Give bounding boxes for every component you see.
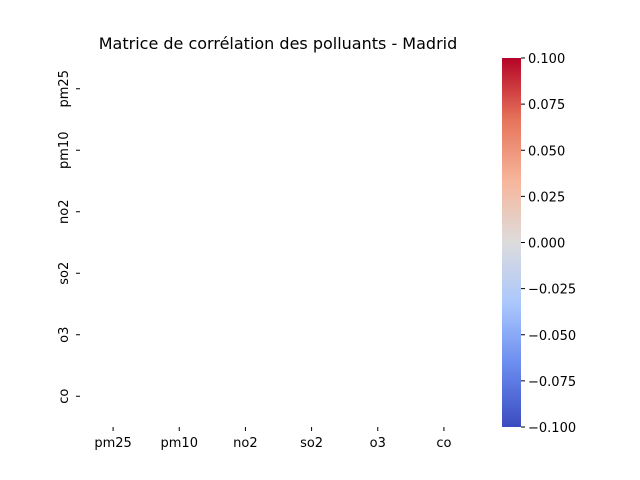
- heatmap-cell: [345, 304, 411, 366]
- heatmap-cell: [80, 243, 146, 305]
- x-tick-label: pm10: [161, 436, 198, 451]
- colorbar-tick-label: −0.050: [528, 329, 576, 344]
- heatmap-cell: [146, 243, 212, 305]
- heatmap-cell: [411, 58, 477, 120]
- colorbar-tick-label: −0.100: [528, 421, 576, 436]
- heatmap-cell: [212, 243, 278, 305]
- heatmap-cell: [146, 366, 212, 428]
- heatmap-cell: [279, 120, 345, 182]
- heatmap-cell: [80, 366, 146, 428]
- heatmap-cell: [345, 181, 411, 243]
- heatmap-cell: [80, 181, 146, 243]
- heatmap-cell: [146, 120, 212, 182]
- y-axis: pm25 pm10 no2 so2 o3 co: [57, 70, 80, 404]
- x-tick-label: pm25: [94, 436, 131, 451]
- y-tick-label: co: [57, 389, 72, 404]
- heatmap-cell: [411, 181, 477, 243]
- x-axis: pm25 pm10 no2 so2 o3 co: [94, 427, 452, 451]
- heatmap-cell: [80, 304, 146, 366]
- heatmap-cell: [80, 120, 146, 182]
- heatmap-cell: [80, 58, 146, 120]
- heatmap-cell: [212, 120, 278, 182]
- y-tick-label: so2: [57, 262, 72, 285]
- x-tick-label: so2: [300, 436, 323, 451]
- x-tick-label: co: [436, 436, 451, 451]
- heatmap-cell: [345, 58, 411, 120]
- heatmap-cell: [411, 120, 477, 182]
- colorbar-tick-label: 0.075: [528, 98, 565, 113]
- y-tick-label: no2: [57, 200, 72, 224]
- colorbar-tick-label: −0.025: [528, 283, 576, 298]
- heatmap-cell: [212, 304, 278, 366]
- heatmap-cell: [411, 304, 477, 366]
- heatmap-cell: [279, 243, 345, 305]
- heatmap-cell: [146, 304, 212, 366]
- colorbar-tick-label: 0.000: [528, 237, 565, 252]
- chart-title: Matrice de corrélation des polluants - M…: [99, 34, 458, 53]
- heatmap-cell: [345, 120, 411, 182]
- heatmap-area: [80, 58, 477, 427]
- heatmap-cell: [279, 181, 345, 243]
- y-tick-label: o3: [57, 327, 72, 343]
- colorbar-tick-label: 0.025: [528, 190, 565, 205]
- x-tick-label: no2: [233, 436, 257, 451]
- colorbar-axis: 0.100 0.075 0.050 0.025 0.000 −0.025 −0.050 −0.…: [521, 52, 576, 436]
- x-tick-label: o3: [370, 436, 386, 451]
- colorbar-tick-label: −0.075: [528, 375, 576, 390]
- y-tick-label: pm25: [57, 70, 72, 107]
- heatmap-cell: [345, 243, 411, 305]
- heatmap-cell: [146, 58, 212, 120]
- heatmap-cell: [411, 243, 477, 305]
- heatmap-cell: [345, 366, 411, 428]
- colorbar-tick-label: 0.050: [528, 144, 565, 159]
- heatmap-cell: [212, 181, 278, 243]
- heatmap-cell: [212, 366, 278, 428]
- heatmap-cell: [279, 58, 345, 120]
- heatmap-cell: [279, 304, 345, 366]
- colorbar-tick-label: 0.100: [528, 52, 565, 67]
- heatmap-cell: [411, 366, 477, 428]
- colorbar: [502, 58, 521, 427]
- heatmap-cell: [212, 58, 278, 120]
- y-tick-label: pm10: [57, 132, 72, 169]
- heatmap-cell: [146, 181, 212, 243]
- heatmap-cell: [279, 366, 345, 428]
